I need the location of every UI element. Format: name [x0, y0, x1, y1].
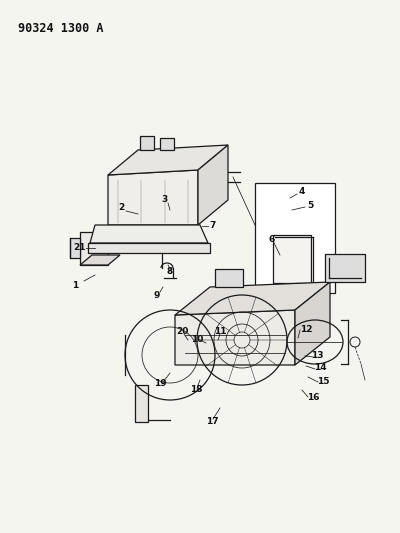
- Polygon shape: [295, 282, 330, 365]
- Text: 5: 5: [307, 200, 313, 209]
- Text: 1: 1: [72, 280, 78, 289]
- Polygon shape: [108, 145, 228, 175]
- Polygon shape: [135, 385, 148, 422]
- Polygon shape: [198, 145, 228, 225]
- Text: 12: 12: [300, 326, 312, 335]
- Text: 2: 2: [118, 204, 124, 213]
- Polygon shape: [175, 282, 330, 315]
- Text: 15: 15: [317, 376, 329, 385]
- Text: 10: 10: [191, 335, 203, 344]
- Polygon shape: [175, 310, 295, 365]
- Text: 18: 18: [190, 385, 202, 394]
- Polygon shape: [70, 238, 80, 258]
- Polygon shape: [273, 235, 311, 283]
- Polygon shape: [215, 269, 243, 287]
- Text: 4: 4: [299, 188, 305, 197]
- Polygon shape: [80, 255, 120, 265]
- Polygon shape: [108, 170, 198, 225]
- Text: 13: 13: [311, 351, 323, 360]
- Text: 11: 11: [214, 327, 226, 336]
- Polygon shape: [140, 136, 154, 150]
- Polygon shape: [325, 254, 365, 282]
- Polygon shape: [255, 183, 335, 293]
- Text: 16: 16: [307, 392, 319, 401]
- Text: 14: 14: [314, 364, 326, 373]
- Text: 17: 17: [206, 417, 218, 426]
- Text: 90324 1300 A: 90324 1300 A: [18, 22, 104, 35]
- Text: 21: 21: [74, 244, 86, 253]
- Polygon shape: [88, 243, 210, 253]
- Text: 20: 20: [176, 327, 188, 336]
- Polygon shape: [90, 225, 208, 243]
- Text: 19: 19: [154, 379, 166, 389]
- Text: 6: 6: [269, 236, 275, 245]
- Text: 3: 3: [162, 196, 168, 205]
- Polygon shape: [160, 138, 174, 150]
- Text: 8: 8: [167, 268, 173, 277]
- Text: 9: 9: [154, 290, 160, 300]
- Polygon shape: [80, 232, 108, 265]
- Text: 7: 7: [210, 221, 216, 230]
